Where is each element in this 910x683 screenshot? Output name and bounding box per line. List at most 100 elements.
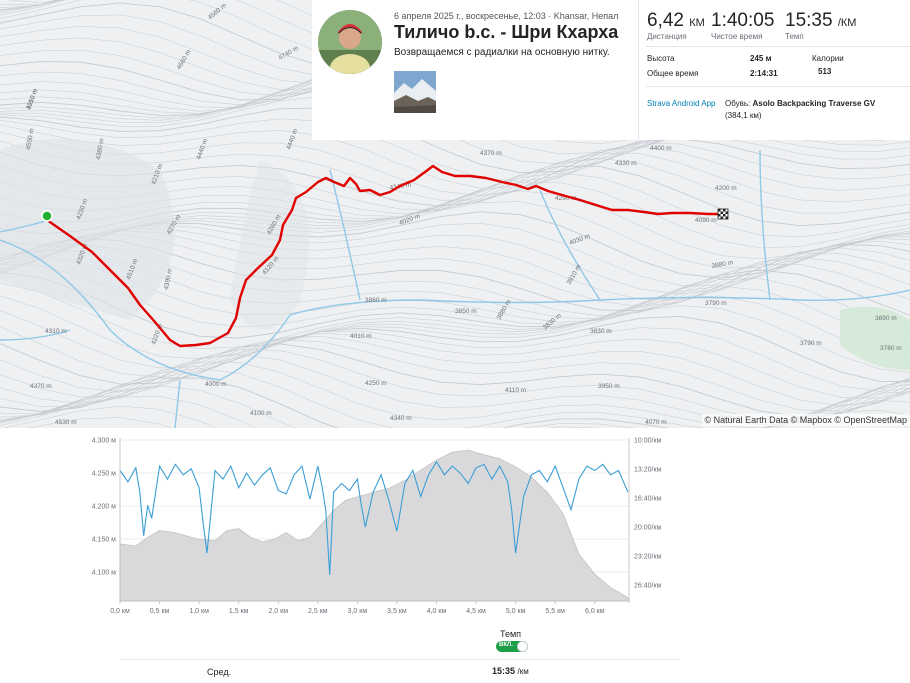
contour-label: 4200 m bbox=[715, 185, 737, 192]
elevation-value: 245 м bbox=[750, 54, 772, 63]
contour-label: 3950 m bbox=[598, 383, 620, 390]
river bbox=[759, 149, 771, 301]
y-left-tick-label: 4.100 м bbox=[92, 570, 116, 577]
pace-toggle-label: Темп bbox=[500, 629, 522, 639]
moving-time-label: Чистое время bbox=[711, 32, 763, 41]
contour-label: 4740 m bbox=[278, 45, 300, 62]
route-start-marker[interactable] bbox=[41, 210, 53, 222]
route-line[interactable] bbox=[46, 164, 722, 348]
chart-canvas[interactable]: 4.300 м 4.250 м 4.200 м 4.150 м 4.100 м 10:00… bbox=[0, 428, 910, 628]
contour-label: 4400 m bbox=[650, 145, 672, 152]
calories-label: Калории bbox=[812, 54, 844, 63]
river bbox=[174, 379, 181, 428]
y-right-tick-label: 23:20/км bbox=[634, 554, 662, 561]
river bbox=[329, 169, 361, 301]
x-tick-label: 1,0 км bbox=[189, 608, 209, 615]
contour-label: 3890 m bbox=[875, 315, 897, 322]
contour-line bbox=[0, 368, 910, 428]
river bbox=[0, 239, 910, 381]
x-tick-label: 3,5 км bbox=[387, 608, 407, 615]
contour-label: 3830 m bbox=[590, 328, 612, 335]
x-tick-label: 5,0 км bbox=[506, 608, 526, 615]
pace-toggle-switch[interactable]: ВКЛ. bbox=[496, 641, 528, 652]
contour-label: 4030 m bbox=[568, 233, 591, 247]
pace-line[interactable] bbox=[119, 460, 629, 575]
elevation-area[interactable] bbox=[119, 449, 629, 602]
map-attribution[interactable]: © Natural Earth Data © Mapbox © OpenStre… bbox=[701, 414, 910, 426]
contour-line bbox=[28, 409, 910, 428]
pace-toggle-state: ВКЛ. bbox=[499, 642, 513, 648]
x-tick-label: 2,5 км bbox=[308, 608, 328, 615]
contour-label: 4550 m bbox=[25, 128, 36, 151]
contour-label: 4330 m bbox=[615, 160, 637, 167]
stats-divider-2 bbox=[646, 86, 910, 87]
y-left-tick-label: 4.200 м bbox=[92, 504, 116, 511]
contour-label: 3780 m bbox=[880, 345, 902, 352]
distance-value: 6,42 КМ bbox=[647, 10, 705, 31]
contour-label: 4660 m bbox=[176, 49, 193, 71]
y-right-tick-label: 10:00/км bbox=[634, 438, 662, 445]
y-right-tick-label: 20:00/км bbox=[634, 525, 662, 532]
contour-line bbox=[0, 377, 910, 428]
contour-label: 4310 m bbox=[45, 328, 67, 335]
x-tick-label: 6,0 км bbox=[585, 608, 605, 615]
contour-line bbox=[0, 295, 910, 369]
contour-label: 3860 m bbox=[365, 297, 387, 304]
x-tick-label: 4,5 км bbox=[466, 608, 486, 615]
average-label: Сред. bbox=[207, 667, 232, 677]
terrain-shade bbox=[230, 160, 309, 330]
x-tick-label: 0,5 км bbox=[150, 608, 170, 615]
contour-label: 3790 m bbox=[800, 340, 822, 347]
athlete-avatar[interactable] bbox=[318, 10, 382, 74]
y-left-tick-label: 4.150 м bbox=[92, 537, 116, 544]
contour-label: 4560 m bbox=[207, 2, 228, 21]
river bbox=[539, 189, 601, 301]
activity-date-location: 6 апреля 2025 г., воскресенье, 12:03 · K… bbox=[394, 11, 619, 21]
contour-label: 4290 m bbox=[555, 195, 577, 202]
contour-line bbox=[0, 391, 910, 428]
x-tick-label: 2,0 км bbox=[268, 608, 288, 615]
contour-label: 3910 m bbox=[25, 88, 39, 111]
contour-label: 4250 m bbox=[365, 380, 387, 387]
contour-label: 4370 m bbox=[480, 150, 502, 157]
contour-line bbox=[0, 327, 910, 393]
contour-label: 4390 m bbox=[163, 268, 174, 291]
contour-label: 4380 m bbox=[95, 138, 106, 161]
elapsed-time-label: Общее время bbox=[647, 69, 699, 78]
contour-line bbox=[3, 400, 910, 428]
gear-info: Обувь: Asolo Backpacking Traverse GV bbox=[725, 99, 876, 108]
toggle-knob bbox=[517, 641, 528, 652]
contour-label: 4340 m bbox=[390, 415, 412, 422]
x-tick-label: 3,0 км bbox=[348, 608, 368, 615]
route-finish-marker[interactable] bbox=[717, 208, 729, 220]
contour-label: 3880 m bbox=[711, 259, 734, 270]
contour-line bbox=[0, 278, 910, 350]
x-tick-label: 4,0 км bbox=[427, 608, 447, 615]
y-left-tick-label: 4.300 м bbox=[92, 438, 116, 445]
x-tick-label: 0,0 км bbox=[110, 608, 130, 615]
device-link[interactable]: Strava Android App bbox=[647, 99, 716, 108]
terrain-shade bbox=[0, 138, 175, 320]
contour-label: 3850 m bbox=[455, 308, 477, 315]
summary-divider bbox=[120, 659, 680, 660]
elevation-pace-chart[interactable]: 4.300 м 4.250 м 4.200 м 4.150 м 4.100 м 10:00… bbox=[0, 428, 910, 628]
contour-line bbox=[0, 339, 910, 412]
contour-label: 4530 m bbox=[55, 419, 77, 426]
activity-photo-thumbnail[interactable] bbox=[394, 71, 436, 113]
y-right-tick-label: 13:20/км bbox=[634, 467, 662, 474]
y-right-tick-label: 26:40/км bbox=[634, 583, 662, 590]
stats-divider bbox=[646, 46, 910, 47]
contour-line bbox=[0, 285, 910, 360]
pace-label: Темп bbox=[785, 32, 804, 41]
pace-value: 15:35 /КМ bbox=[785, 10, 857, 31]
x-tick-label: 1,5 км bbox=[229, 608, 249, 615]
moving-time-value: 1:40:05 bbox=[711, 10, 775, 31]
contour-label: 4440 m bbox=[195, 138, 209, 161]
y-right-tick-label: 16:40/км bbox=[634, 496, 662, 503]
card-divider bbox=[638, 0, 639, 140]
contour-label: 4000 m bbox=[205, 381, 227, 388]
contour-label: 3790 m bbox=[705, 300, 727, 307]
activity-title: Тиличо b.c. - Шри Кхарха bbox=[394, 22, 619, 42]
contour-line bbox=[0, 343, 910, 418]
x-tick-label: 5,5 км bbox=[545, 608, 565, 615]
